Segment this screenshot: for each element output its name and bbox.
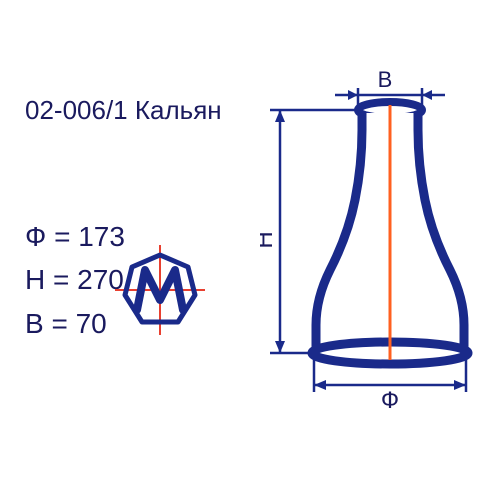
brand-logo [115,245,205,335]
svg-text:H: H [260,231,278,248]
spec-b: B = 70 [25,302,125,345]
svg-text:B: B [378,70,393,92]
product-title: 02-006/1 Кальян [25,95,222,126]
spec-h: H = 270 [25,258,125,301]
svg-text:Ф: Ф [381,387,399,410]
specifications: Ф = 173 H = 270 B = 70 [25,215,125,345]
spec-phi: Ф = 173 [25,215,125,258]
technical-drawing: B H Ф [260,70,480,410]
